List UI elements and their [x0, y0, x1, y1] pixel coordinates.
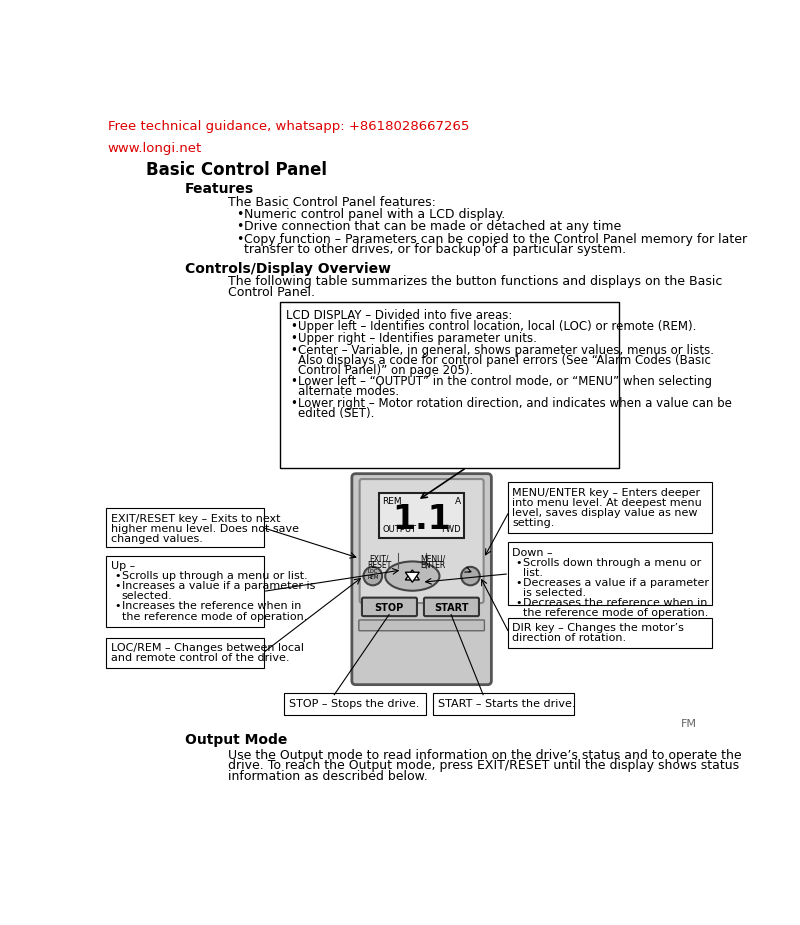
Text: MENU/ENTER key – Enters deeper: MENU/ENTER key – Enters deeper [512, 487, 701, 498]
Text: into menu level. At deepest menu: into menu level. At deepest menu [512, 498, 702, 508]
Text: •: • [114, 582, 121, 591]
Text: •: • [236, 220, 243, 233]
FancyBboxPatch shape [106, 637, 264, 669]
Text: LOC
REM: LOC REM [367, 569, 378, 580]
Text: Basic Control Panel: Basic Control Panel [146, 161, 327, 179]
Text: transfer to other drives, or for backup of a particular system.: transfer to other drives, or for backup … [244, 243, 626, 256]
Text: •: • [290, 343, 298, 356]
Text: 1.1: 1.1 [392, 502, 451, 536]
FancyBboxPatch shape [379, 493, 464, 537]
Text: Output Mode: Output Mode [186, 734, 288, 747]
Text: www.longi.net: www.longi.net [108, 142, 202, 154]
FancyBboxPatch shape [285, 693, 426, 715]
Text: Up –: Up – [111, 561, 135, 572]
Text: •: • [290, 332, 298, 345]
Text: FWD: FWD [442, 525, 461, 535]
Text: Center – Variable, in general, shows parameter values, menus or lists.: Center – Variable, in general, shows par… [298, 343, 714, 356]
Text: REM: REM [382, 497, 402, 506]
Text: •: • [290, 376, 298, 388]
Text: Features: Features [186, 182, 254, 196]
Text: •: • [515, 598, 522, 608]
Text: START – Starts the drive.: START – Starts the drive. [438, 698, 575, 709]
Text: Free technical guidance, whatsapp: +8618028667265: Free technical guidance, whatsapp: +8618… [108, 120, 469, 133]
Text: •: • [515, 558, 522, 568]
Text: STOP: STOP [374, 603, 404, 612]
Text: •: • [114, 601, 121, 611]
Text: •: • [236, 208, 243, 221]
Ellipse shape [386, 561, 439, 591]
Text: Copy function – Parameters can be copied to the Control Panel memory for later: Copy function – Parameters can be copied… [244, 233, 747, 246]
Text: The Basic Control Panel features:: The Basic Control Panel features: [228, 196, 436, 209]
FancyBboxPatch shape [362, 598, 417, 616]
FancyBboxPatch shape [508, 618, 712, 648]
Text: ENTER: ENTER [421, 561, 446, 570]
FancyBboxPatch shape [434, 693, 574, 715]
Text: Lower left – “OUTPUT” in the control mode, or “MENU” when selecting: Lower left – “OUTPUT” in the control mod… [298, 376, 712, 388]
Text: Also displays a code for control panel errors (See “Alarm Codes (Basic: Also displays a code for control panel e… [298, 353, 711, 366]
Text: •: • [515, 577, 522, 587]
FancyBboxPatch shape [359, 620, 485, 631]
Text: FM: FM [682, 720, 698, 729]
Text: Lower right – Motor rotation direction, and indicates when a value can be: Lower right – Motor rotation direction, … [298, 397, 732, 410]
Text: selected.: selected. [122, 591, 173, 601]
Text: OUTPUT: OUTPUT [382, 525, 416, 535]
FancyBboxPatch shape [106, 556, 264, 627]
Text: Control Panel)” on page 205).: Control Panel)” on page 205). [298, 364, 474, 376]
Text: •: • [290, 320, 298, 333]
Text: Upper left – Identifies control location, local (LOC) or remote (REM).: Upper left – Identifies control location… [298, 320, 697, 333]
Text: the reference mode of operation.: the reference mode of operation. [523, 608, 709, 618]
Text: A: A [455, 497, 461, 506]
Text: Control Panel.: Control Panel. [228, 286, 315, 299]
Text: LOC/REM – Changes between local: LOC/REM – Changes between local [111, 643, 304, 653]
Text: Increases the reference when in: Increases the reference when in [122, 601, 301, 611]
FancyBboxPatch shape [106, 509, 264, 547]
Text: Down –: Down – [512, 548, 553, 558]
Text: edited (SET).: edited (SET). [298, 407, 374, 420]
FancyBboxPatch shape [424, 598, 479, 616]
Polygon shape [406, 570, 419, 580]
FancyBboxPatch shape [352, 474, 491, 684]
Text: Decreases a value if a parameter: Decreases a value if a parameter [523, 577, 709, 587]
Text: •: • [114, 572, 121, 582]
Text: alternate modes.: alternate modes. [298, 385, 399, 398]
Text: DIR key – Changes the motor’s: DIR key – Changes the motor’s [512, 623, 684, 633]
Text: The following table summarizes the button functions and displays on the Basic: The following table summarizes the butto… [228, 275, 722, 288]
Polygon shape [406, 573, 419, 582]
Text: Drive connection that can be made or detached at any time: Drive connection that can be made or det… [244, 220, 622, 233]
FancyBboxPatch shape [280, 302, 619, 467]
Text: Upper right – Identifies parameter units.: Upper right – Identifies parameter units… [298, 332, 538, 345]
Text: Decreases the reference when in: Decreases the reference when in [523, 598, 707, 608]
FancyBboxPatch shape [360, 479, 484, 603]
Text: drive. To reach the Output mode, press EXIT/RESET until the display shows status: drive. To reach the Output mode, press E… [228, 759, 739, 772]
Text: setting.: setting. [512, 518, 554, 527]
Circle shape [461, 567, 480, 586]
Text: EXIT/: EXIT/ [370, 554, 389, 563]
Text: Use the Output mode to read information on the drive’s status and to operate the: Use the Output mode to read information … [228, 748, 742, 761]
Text: Scrolls up through a menu or list.: Scrolls up through a menu or list. [122, 572, 307, 582]
Text: Numeric control panel with a LCD display.: Numeric control panel with a LCD display… [244, 208, 506, 221]
Text: START: START [434, 603, 468, 612]
Text: •: • [236, 233, 243, 246]
Text: RESET: RESET [367, 561, 391, 570]
Text: and remote control of the drive.: and remote control of the drive. [111, 653, 290, 663]
FancyBboxPatch shape [508, 482, 712, 533]
Text: Controls/Display Overview: Controls/Display Overview [186, 262, 391, 276]
FancyBboxPatch shape [508, 542, 712, 605]
Text: MENU/: MENU/ [421, 554, 446, 563]
Text: •: • [290, 397, 298, 410]
Text: level, saves display value as new: level, saves display value as new [512, 508, 698, 518]
Text: direction of rotation.: direction of rotation. [512, 633, 626, 643]
Text: EXIT/RESET key – Exits to next: EXIT/RESET key – Exits to next [111, 513, 280, 524]
Text: Scrolls down through a menu or: Scrolls down through a menu or [523, 558, 702, 568]
Text: LCD DISPLAY – Divided into five areas:: LCD DISPLAY – Divided into five areas: [286, 309, 512, 322]
Text: is selected.: is selected. [523, 587, 586, 598]
Text: higher menu level. Does not save: higher menu level. Does not save [111, 524, 299, 534]
Text: list.: list. [523, 568, 543, 577]
Text: STOP – Stops the drive.: STOP – Stops the drive. [289, 698, 419, 709]
Text: Increases a value if a parameter is: Increases a value if a parameter is [122, 582, 315, 591]
Text: changed values.: changed values. [111, 534, 202, 544]
Text: the reference mode of operation.: the reference mode of operation. [122, 611, 307, 622]
Circle shape [363, 567, 382, 586]
Text: information as described below.: information as described below. [228, 771, 428, 783]
